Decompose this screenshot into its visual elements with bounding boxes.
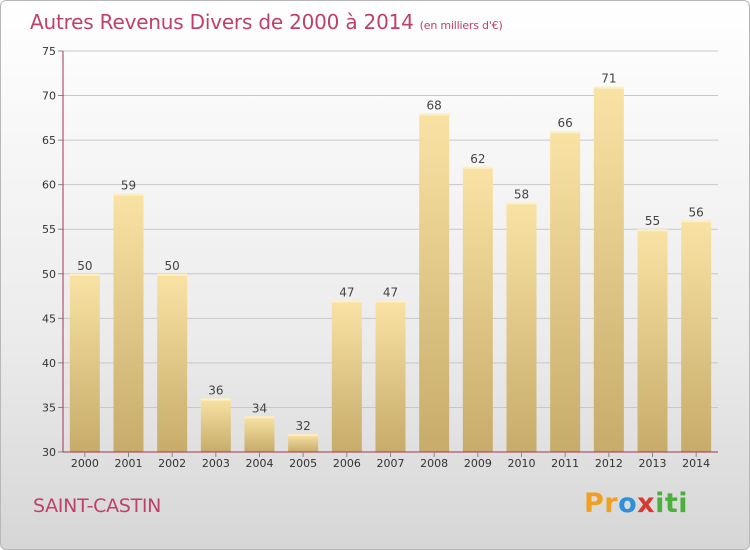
value-label-2008: 68 (427, 98, 442, 112)
y-tick-label: 55 (42, 223, 56, 236)
x-tick-label: 2011 (551, 457, 579, 470)
bar-2013 (637, 229, 668, 452)
bar-2011 (550, 131, 581, 452)
chart-subtitle: (en milliers d'€) (419, 19, 503, 32)
bars (69, 86, 712, 453)
bar-highlight (681, 220, 712, 223)
x-tick-label: 2002 (158, 457, 186, 470)
bar-highlight (288, 434, 319, 437)
y-tick-label: 70 (42, 90, 56, 103)
bar-2010 (506, 202, 537, 452)
value-label-2005: 32 (296, 419, 311, 433)
value-label-2013: 55 (645, 214, 660, 228)
bar-highlight (462, 166, 493, 169)
bar-highlight (69, 273, 100, 276)
x-tick-label: 2003 (202, 457, 230, 470)
value-label-2009: 62 (470, 152, 485, 166)
x-tick-label: 2014 (682, 457, 710, 470)
value-label-2010: 58 (514, 187, 529, 201)
bar-2000 (69, 273, 100, 452)
value-labels: 50 59 50 36 34 32 47 47 68 62 58 66 71 55 56 (77, 72, 704, 434)
chart-title: Autres Revenus Divers de 2000 à 2014 (en … (30, 10, 503, 34)
y-tick-label: 40 (42, 357, 56, 370)
x-axis-ticks: 2000 2001 2002 2003 2004 2005 2006 2007 2008 2009… (71, 452, 710, 470)
x-tick-label: 2007 (377, 457, 405, 470)
title-text: Autres Revenus Divers de 2000 à 2014 (30, 10, 414, 34)
bar-2007 (375, 300, 406, 452)
commune-name: SAINT-CASTIN (33, 495, 162, 517)
bar-2001 (113, 193, 144, 453)
bar-highlight (593, 86, 624, 89)
y-tick-label: 30 (42, 446, 56, 459)
y-tick-label: 50 (42, 268, 56, 281)
x-tick-label: 2006 (333, 457, 361, 470)
y-tick-label: 75 (42, 45, 56, 58)
bar-highlight (419, 113, 450, 116)
y-axis-ticks: 30 35 40 45 50 55 60 65 70 75 (42, 45, 63, 459)
bar-2008 (419, 113, 450, 452)
bar-2012 (593, 86, 624, 453)
value-label-2000: 50 (77, 259, 92, 273)
bar-highlight (550, 131, 581, 134)
y-tick-label: 60 (42, 179, 56, 192)
value-label-2003: 36 (208, 384, 223, 398)
bar-2006 (331, 300, 362, 452)
value-label-2006: 47 (339, 286, 354, 300)
x-tick-label: 2010 (508, 457, 536, 470)
x-tick-label: 2008 (420, 457, 448, 470)
x-tick-label: 2009 (464, 457, 492, 470)
bar-highlight (637, 229, 668, 232)
value-label-2007: 47 (383, 286, 398, 300)
bar-2005 (288, 434, 319, 452)
bar-2014 (681, 220, 712, 452)
bar-highlight (375, 300, 406, 303)
bar-2009 (462, 166, 493, 452)
bar-highlight (506, 202, 537, 205)
bar-2004 (244, 416, 275, 452)
proxiti-logo: Proxiti (584, 488, 689, 519)
x-tick-label: 2005 (289, 457, 317, 470)
value-label-2002: 50 (165, 259, 180, 273)
value-label-2001: 59 (121, 179, 136, 193)
bar-2003 (200, 398, 231, 452)
bar-highlight (200, 398, 231, 401)
y-tick-label: 65 (42, 134, 56, 147)
bar-highlight (331, 300, 362, 303)
bar-highlight (244, 416, 275, 419)
bar-highlight (113, 193, 144, 196)
value-label-2011: 66 (558, 116, 573, 130)
bar-highlight (157, 273, 188, 276)
value-label-2012: 71 (601, 72, 616, 86)
value-label-2014: 56 (689, 205, 704, 219)
x-tick-label: 2013 (639, 457, 667, 470)
value-label-2004: 34 (252, 401, 267, 415)
y-tick-label: 45 (42, 312, 56, 325)
bar-2002 (157, 273, 188, 452)
x-tick-label: 2004 (246, 457, 274, 470)
x-tick-label: 2001 (115, 457, 143, 470)
y-tick-label: 35 (42, 401, 56, 414)
x-tick-label: 2000 (71, 457, 99, 470)
x-tick-label: 2012 (595, 457, 623, 470)
